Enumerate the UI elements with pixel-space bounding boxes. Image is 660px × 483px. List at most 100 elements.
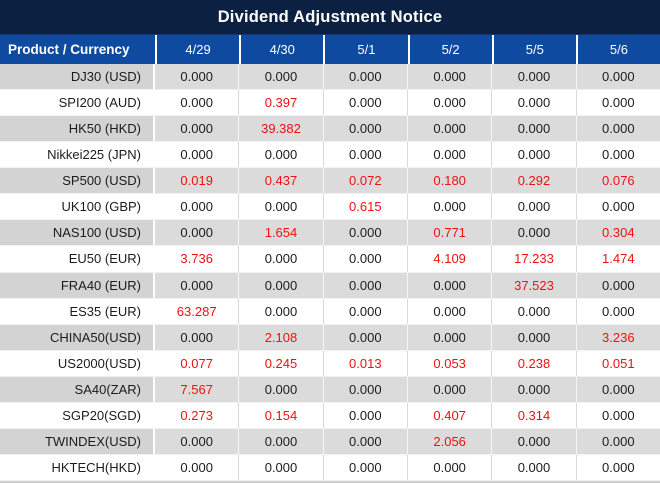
- dividend-value-cell: 0.000: [406, 142, 492, 168]
- dividend-value-cell: 0.000: [406, 64, 492, 90]
- table-row: UK100 (GBP) 0.000 0.000 0.615 0.000 0.000 0.00…: [0, 193, 660, 221]
- dividend-value-cell: 0.000: [575, 272, 660, 298]
- table-row: TWINDEX(USD) 0.000 0.000 0.000 2.056 0.000 0.0…: [0, 428, 660, 454]
- column-header-date-2: 5/1: [323, 35, 407, 64]
- dividend-value-cell: 0.000: [491, 376, 576, 402]
- dividend-value-cell: 0.019: [155, 168, 239, 194]
- dividend-value-cell: 0.000: [238, 272, 323, 298]
- dividend-value-cell: 0.000: [238, 428, 323, 454]
- dividend-value-cell: 0.000: [575, 428, 660, 454]
- product-name-cell: TWINDEX(USD): [0, 428, 155, 454]
- dividend-value-cell: 0.000: [238, 298, 323, 324]
- dividend-value-cell: 0.771: [406, 220, 492, 246]
- dividend-value-cell: 0.000: [575, 90, 660, 116]
- product-name-cell: HK50 (HKD): [0, 116, 155, 142]
- dividend-value-cell: 0.000: [238, 64, 323, 90]
- table-row: SA40(ZAR) 7.567 0.000 0.000 0.000 0.000 0.000: [0, 376, 660, 402]
- product-name-cell: DJ30 (USD): [0, 64, 155, 90]
- dividend-value-cell: 0.238: [491, 350, 576, 376]
- dividend-value-cell: 0.397: [238, 90, 323, 116]
- dividend-value-cell: 0.314: [491, 402, 576, 428]
- table-row: FRA40 (EUR) 0.000 0.000 0.000 0.000 37.523 0.0…: [0, 272, 660, 298]
- dividend-value-cell: 0.000: [155, 194, 239, 220]
- dividend-value-cell: 0.000: [575, 298, 660, 324]
- dividend-value-cell: 1.474: [575, 246, 660, 272]
- dividend-value-cell: 0.000: [322, 272, 407, 298]
- dividend-value-cell: 0.292: [491, 168, 576, 194]
- dividend-value-cell: 0.000: [322, 454, 407, 480]
- dividend-value-cell: 0.000: [155, 272, 239, 298]
- dividend-value-cell: 4.109: [406, 246, 492, 272]
- dividend-value-cell: 0.000: [491, 428, 576, 454]
- dividend-value-cell: 0.000: [406, 324, 492, 350]
- product-name-cell: CHINA50(USD): [0, 324, 155, 350]
- product-name-cell: HKTECH(HKD): [0, 454, 155, 480]
- dividend-value-cell: 0.000: [575, 402, 660, 428]
- dividend-value-cell: 0.000: [575, 194, 660, 220]
- table-row: Nikkei225 (JPN) 0.000 0.000 0.000 0.000 0.000…: [0, 141, 660, 169]
- dividend-value-cell: 1.654: [238, 220, 323, 246]
- dividend-value-cell: 0.000: [406, 376, 492, 402]
- column-header-date-1: 4/30: [239, 35, 323, 64]
- dividend-value-cell: 0.000: [575, 454, 660, 480]
- dividend-value-cell: 0.076: [575, 168, 660, 194]
- dividend-value-cell: 0.000: [491, 194, 576, 220]
- table-body: DJ30 (USD) 0.000 0.000 0.000 0.000 0.000 0.000…: [0, 64, 660, 483]
- table-row: SGP20(SGD) 0.273 0.154 0.000 0.407 0.314 0.000: [0, 401, 660, 429]
- dividend-value-cell: 0.000: [491, 220, 576, 246]
- dividend-value-cell: 2.056: [406, 428, 492, 454]
- dividend-value-cell: 0.154: [238, 402, 323, 428]
- dividend-value-cell: 0.000: [406, 272, 492, 298]
- dividend-value-cell: 0.000: [491, 454, 576, 480]
- dividend-value-cell: 0.000: [322, 220, 407, 246]
- dividend-value-cell: 39.382: [238, 116, 323, 142]
- dividend-value-cell: 0.000: [406, 116, 492, 142]
- dividend-value-cell: 0.000: [322, 298, 407, 324]
- dividend-value-cell: 7.567: [155, 376, 239, 402]
- column-header-product-currency: Product / Currency: [8, 42, 130, 57]
- dividend-value-cell: 0.053: [406, 350, 492, 376]
- dividend-value-cell: 0.000: [238, 454, 323, 480]
- dividend-value-cell: 3.736: [155, 246, 239, 272]
- dividend-value-cell: 0.000: [491, 64, 576, 90]
- dividend-value-cell: 0.000: [322, 64, 407, 90]
- dividend-value-cell: 2.108: [238, 324, 323, 350]
- product-name-cell: Nikkei225 (JPN): [0, 142, 155, 168]
- dividend-value-cell: 17.233: [491, 246, 576, 272]
- product-name-cell: UK100 (GBP): [0, 194, 155, 220]
- dividend-value-cell: 0.000: [155, 454, 239, 480]
- dividend-value-cell: 0.304: [575, 220, 660, 246]
- table-row: NAS100 (USD) 0.000 1.654 0.000 0.771 0.000 0.3…: [0, 220, 660, 246]
- column-header-date-5: 5/6: [575, 35, 660, 64]
- dividend-value-cell: 0.000: [238, 246, 323, 272]
- dividend-value-cell: 0.000: [322, 116, 407, 142]
- dividend-value-cell: 0.407: [406, 402, 492, 428]
- product-name-cell: SA40(ZAR): [0, 376, 155, 402]
- dividend-value-cell: 0.000: [155, 428, 239, 454]
- page-title: Dividend Adjustment Notice: [0, 0, 660, 34]
- table-row: HKTECH(HKD) 0.000 0.000 0.000 0.000 0.000 0.00…: [0, 453, 660, 481]
- dividend-value-cell: 0.000: [155, 324, 239, 350]
- dividend-value-cell: 0.000: [155, 64, 239, 90]
- dividend-value-cell: 0.000: [238, 142, 323, 168]
- column-header-date-3: 5/2: [407, 35, 492, 64]
- table-row: EU50 (EUR) 3.736 0.000 0.000 4.109 17.233 1.47…: [0, 245, 660, 273]
- dividend-value-cell: 0.000: [406, 454, 492, 480]
- dividend-value-cell: 0.000: [575, 376, 660, 402]
- dividend-value-cell: 0.000: [491, 298, 576, 324]
- dividend-value-cell: 0.000: [322, 376, 407, 402]
- dividend-value-cell: 3.236: [575, 324, 660, 350]
- product-name-cell: US2000(USD): [0, 350, 155, 376]
- dividend-value-cell: 0.000: [491, 324, 576, 350]
- product-name-cell: SGP20(SGD): [0, 402, 155, 428]
- dividend-value-cell: 0.000: [155, 220, 239, 246]
- dividend-value-cell: 0.000: [155, 142, 239, 168]
- dividend-value-cell: 0.000: [491, 90, 576, 116]
- dividend-value-cell: 0.000: [155, 116, 239, 142]
- product-name-cell: SPI200 (AUD): [0, 90, 155, 116]
- table-row: US2000(USD) 0.077 0.245 0.013 0.053 0.238 0.05…: [0, 349, 660, 377]
- dividend-value-cell: 0.000: [322, 90, 407, 116]
- dividend-value-cell: 0.000: [575, 116, 660, 142]
- dividend-value-cell: 0.051: [575, 350, 660, 376]
